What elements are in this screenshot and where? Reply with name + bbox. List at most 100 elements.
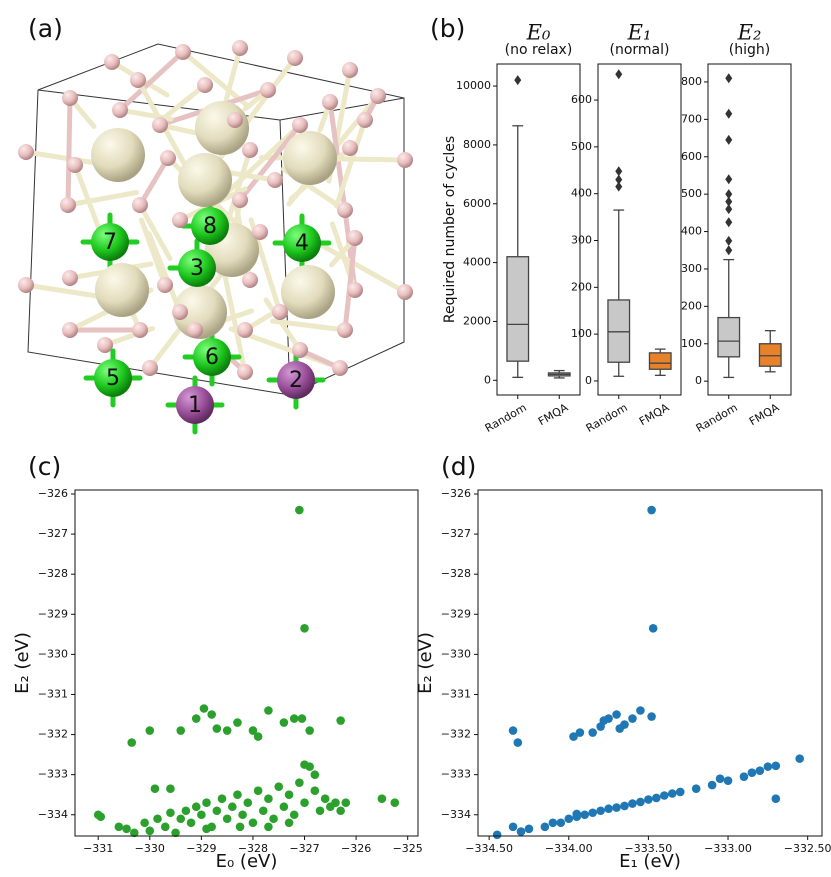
flier [514,75,521,85]
point [280,718,289,727]
anion [112,102,128,118]
page: {"panel_labels": ["(a)", "(b)", "(c)", "… [0,0,831,877]
point [628,714,637,723]
point [668,789,677,798]
point [295,778,304,787]
point [223,814,232,823]
anion [232,192,248,208]
point [285,790,294,799]
y-tick-label: −328 [38,567,68,580]
flier [725,236,732,246]
point [176,726,185,735]
bond [68,193,137,206]
anion [322,94,338,110]
anion [370,88,386,104]
y-tick-label: 2000 [463,314,491,327]
y-tick-label: −327 [38,527,68,540]
point [200,704,209,713]
point [122,824,131,833]
bond [75,165,99,228]
anion [175,44,191,60]
point [236,822,245,831]
anion [62,270,78,286]
anion [160,150,176,166]
y-tick-label: 600 [571,93,592,106]
anion [62,90,78,106]
point [341,798,350,807]
y-tick-label: 8000 [463,138,491,151]
anion [18,277,34,293]
flier [615,182,622,192]
y-tick-label: −334 [38,808,68,821]
point [692,784,701,793]
point [249,818,258,827]
point [620,802,629,811]
anion [260,82,276,98]
box [507,257,529,361]
point [600,716,609,725]
y-tick-label: −326 [441,487,471,500]
point [580,810,589,819]
point [740,772,749,781]
point [161,822,170,831]
point [316,806,325,815]
point [604,804,613,813]
point [525,824,534,833]
site-label: 3 [190,256,204,281]
x-tick-label: −333.00 [704,842,752,855]
site-label: 4 [295,231,309,256]
plot-frame [75,490,418,836]
point [300,798,309,807]
anion [227,112,243,128]
flier [725,245,732,255]
y-tick-label: 500 [571,140,592,153]
anion [397,284,413,300]
cation [91,128,145,182]
point [259,806,268,815]
point [390,798,399,807]
y-tick-label: −326 [38,487,68,500]
x-tick-label: FMQA [536,401,571,428]
point [716,774,725,783]
panel-label: (b) [430,14,465,43]
x-tick-label: −331 [83,842,113,855]
point [708,781,717,790]
anion [337,202,353,218]
box [759,344,781,366]
point [228,802,237,811]
y-tick-label: 300 [681,262,702,275]
point [652,794,661,803]
anion [292,342,308,358]
anion [142,360,158,376]
point [649,624,658,633]
point [660,791,669,800]
bond [68,98,70,205]
cation [283,131,337,185]
flier [615,69,622,79]
site-label: 8 [203,214,217,239]
point [166,808,175,817]
y-tick-label: 200 [571,280,592,293]
anion [347,230,363,246]
point [336,716,345,725]
y-tick-label: −330 [441,647,471,660]
anion [67,157,83,173]
cation [195,101,249,155]
y-tick-label: 600 [681,150,702,163]
y-tick-label: −327 [441,527,471,540]
y-tick-label: 800 [681,75,702,88]
x-axis-label: E₁ (eV) [619,851,681,872]
y-tick-label: −333 [38,768,68,781]
point [233,718,242,727]
point [96,812,105,821]
y-tick-label: −332 [441,728,471,741]
y-axis-label: Required number of cycles [442,136,458,323]
point [243,798,252,807]
anion [272,304,288,320]
anion [62,322,78,338]
point [213,724,222,733]
flier [725,174,732,184]
point [127,738,136,747]
y-axis-label: E₂ (eV) [415,632,436,694]
x-tick-label: −330 [135,842,165,855]
